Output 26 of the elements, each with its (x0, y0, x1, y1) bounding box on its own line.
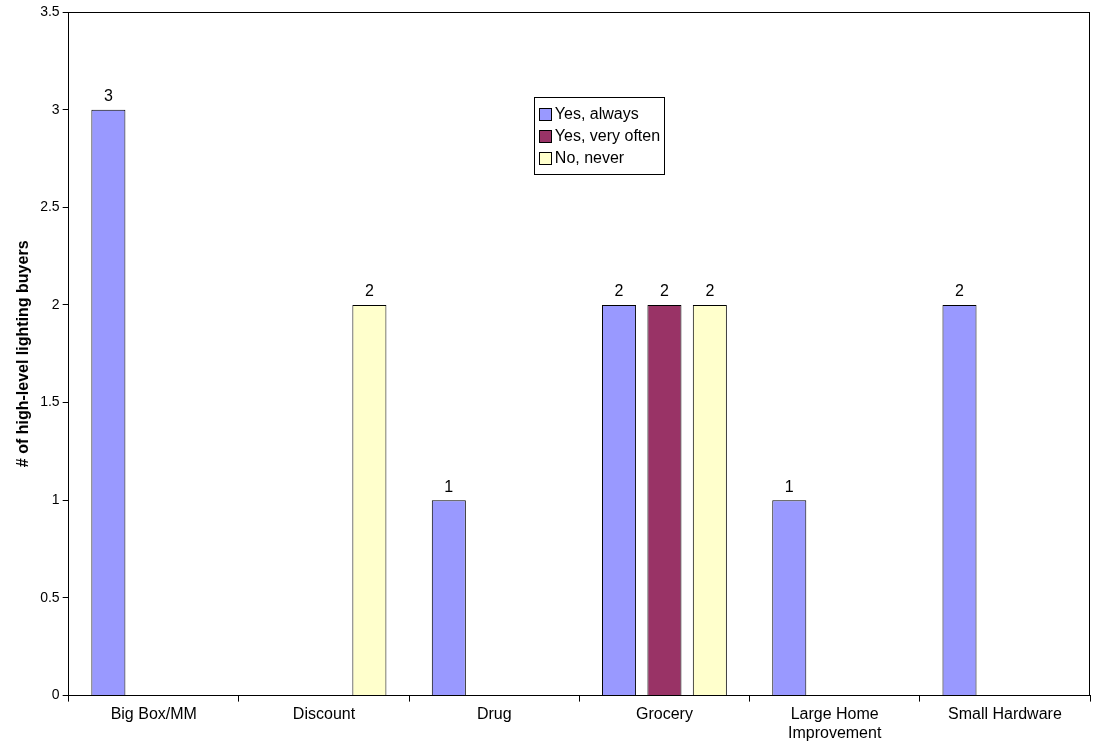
y-tick-label: 2.5 (40, 198, 60, 215)
x-tick-label: Grocery (635, 704, 693, 722)
x-tick-label: Large Home Improvement (787, 704, 882, 741)
data-label: 2 (614, 282, 624, 300)
legend-label: Yes, very often (554, 127, 661, 145)
data-label: 2 (659, 282, 669, 300)
data-label: 2 (364, 282, 374, 300)
data-label: 1 (444, 477, 454, 495)
legend-label: No, never (554, 149, 625, 167)
legend-label: Yes, always (554, 105, 639, 123)
y-tick-label: 0 (51, 686, 60, 703)
data-label: 2 (705, 282, 715, 300)
y-tick-label: 3 (51, 100, 60, 117)
y-tick-label: 1 (51, 491, 60, 508)
y-tick-label: 2 (51, 295, 60, 312)
x-tick-label: Big Box/MM (110, 704, 197, 722)
y-tick-label: 3.5 (40, 2, 60, 19)
y-axis-title: # of high-level lighting buyers (14, 240, 32, 468)
y-tick-label: 0.5 (40, 588, 60, 605)
x-tick-label: Drug (476, 704, 512, 722)
x-tick-label: Discount (292, 704, 356, 722)
data-label: 1 (784, 477, 794, 495)
data-label: 2 (955, 282, 965, 300)
data-label: 3 (103, 87, 113, 105)
y-tick-label: 1.5 (40, 393, 60, 410)
x-tick-label: Small Hardware (947, 704, 1062, 722)
